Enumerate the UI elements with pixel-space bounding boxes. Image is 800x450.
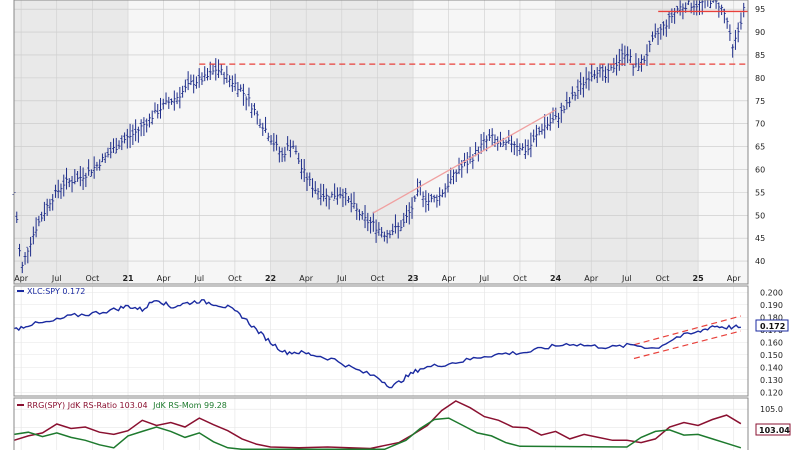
price-panel-frame bbox=[13, 0, 749, 285]
ratio-ytick-0.150: 0.150 bbox=[760, 351, 783, 360]
price-annotations bbox=[199, 10, 748, 214]
x-tick-label-9: Jul bbox=[336, 274, 347, 283]
ratio-ytick-0.140: 0.140 bbox=[760, 363, 783, 372]
ratio-title-text: XLC:SPY 0.172 bbox=[27, 287, 85, 296]
year-band-2 bbox=[698, 0, 748, 284]
ratio-ytick-0.120: 0.120 bbox=[760, 388, 783, 397]
x-tick-label-7: 22 bbox=[265, 274, 276, 283]
ratio-annotations bbox=[633, 315, 742, 360]
ratio-ytick-0.190: 0.190 bbox=[760, 301, 783, 310]
rrg-title-ratio: RRG(SPY) JdK RS-Ratio 103.04 bbox=[27, 401, 148, 410]
price-ytick-90: 90 bbox=[755, 28, 765, 37]
ratio-ytick-0.200: 0.200 bbox=[760, 288, 783, 297]
ratio-panel: 0.2000.1900.1800.1700.1600.1500.1400.130… bbox=[13, 286, 789, 397]
rrg-ytick-105.0: 105.0 bbox=[760, 405, 783, 414]
price-bars bbox=[12, 0, 746, 274]
x-tick-label-5: Jul bbox=[193, 274, 204, 283]
x-tick-label-19: 25 bbox=[693, 274, 705, 283]
rrg-title-mom: JdK RS-Mom 99.28 bbox=[152, 401, 227, 410]
price-y-axis: 40 45 50 55 60 65 70 75 80 85 90 95 bbox=[755, 5, 765, 266]
rrg-title: RRG(SPY) JdK RS-Ratio 103.04 JdK RS-Mom … bbox=[17, 401, 227, 410]
rrg-panel: 105.0102.5 RRG(SPY) JdK RS-Ratio 103.04 … bbox=[13, 398, 791, 450]
x-tick-label-18: Oct bbox=[656, 274, 670, 283]
ratio-series-line-0 bbox=[13, 299, 741, 389]
x-tick-label-10: Oct bbox=[371, 274, 385, 283]
ratio-trendline-0 bbox=[633, 330, 742, 360]
x-axis: Apr Jul Oct 21 Apr Jul Oct 22 Apr Jul Oct 23 Apr Jul O… bbox=[14, 274, 741, 283]
price-annotation-2 bbox=[372, 109, 556, 214]
price-ytick-55: 55 bbox=[755, 188, 765, 197]
x-tick-label-0: Apr bbox=[14, 274, 29, 283]
x-tick-label-6: Oct bbox=[228, 274, 242, 283]
ratio-ytick-0.130: 0.130 bbox=[760, 376, 783, 385]
x-tick-label-13: Jul bbox=[479, 274, 490, 283]
ratio-title: XLC:SPY 0.172 bbox=[17, 287, 85, 296]
ratio-panel-bg bbox=[14, 286, 748, 396]
x-tick-label-11: 23 bbox=[407, 274, 418, 283]
x-tick-label-16: Apr bbox=[584, 274, 599, 283]
price-ytick-50: 50 bbox=[755, 211, 765, 220]
price-ytick-80: 80 bbox=[755, 74, 765, 83]
price-ytick-45: 45 bbox=[755, 234, 765, 243]
rrg-series-line-1 bbox=[13, 417, 742, 450]
x-tick-label-20: Apr bbox=[727, 274, 742, 283]
price-ytick-40: 40 bbox=[755, 257, 765, 266]
price-ytick-95: 95 bbox=[755, 5, 765, 14]
ratio-last-value-box bbox=[755, 319, 789, 332]
price-ytick-60: 60 bbox=[755, 165, 765, 174]
rrg-lines bbox=[13, 400, 742, 450]
ratio-last-value: 0.172 bbox=[760, 322, 785, 331]
ratio-line bbox=[13, 299, 741, 389]
price-grid bbox=[14, 0, 748, 284]
x-tick-label-12: Apr bbox=[442, 274, 457, 283]
rrg-title-text: RRG(SPY) JdK RS-Ratio 103.04 JdK RS-Mom … bbox=[27, 401, 227, 410]
x-tick-label-4: Apr bbox=[157, 274, 172, 283]
ratio-ytick-0.160: 0.160 bbox=[760, 338, 783, 347]
ratio-trendline-1 bbox=[633, 315, 742, 346]
x-tick-label-15: 24 bbox=[550, 274, 562, 283]
rrg-last-value-box bbox=[755, 423, 791, 436]
price-ytick-65: 65 bbox=[755, 143, 765, 152]
x-tick-label-14: Oct bbox=[513, 274, 527, 283]
rrg-grid bbox=[14, 398, 748, 450]
x-tick-label-17: Jul bbox=[621, 274, 632, 283]
ratio-y-axis: 0.2000.1900.1800.1700.1600.1500.1400.130… bbox=[760, 288, 783, 397]
price-panel: 40 45 50 55 60 65 70 75 80 85 90 95 Apr Jul Oct 21 Apr J… bbox=[12, 0, 765, 284]
x-tick-label-1: Jul bbox=[51, 274, 62, 283]
x-tick-label-8: Apr bbox=[299, 274, 314, 283]
x-tick-label-2: Oct bbox=[85, 274, 99, 283]
ratio-ytick-0.180: 0.180 bbox=[760, 313, 783, 322]
x-tick-label-3: 21 bbox=[122, 274, 134, 283]
ratio-panel-frame bbox=[13, 285, 749, 397]
rrg-panel-frame bbox=[13, 397, 749, 450]
price-ytick-70: 70 bbox=[755, 120, 765, 129]
ratio-grid bbox=[14, 286, 748, 396]
price-ytick-75: 75 bbox=[755, 97, 765, 106]
price-ytick-85: 85 bbox=[755, 51, 765, 60]
rrg-last-value: 103.04 bbox=[759, 426, 790, 435]
